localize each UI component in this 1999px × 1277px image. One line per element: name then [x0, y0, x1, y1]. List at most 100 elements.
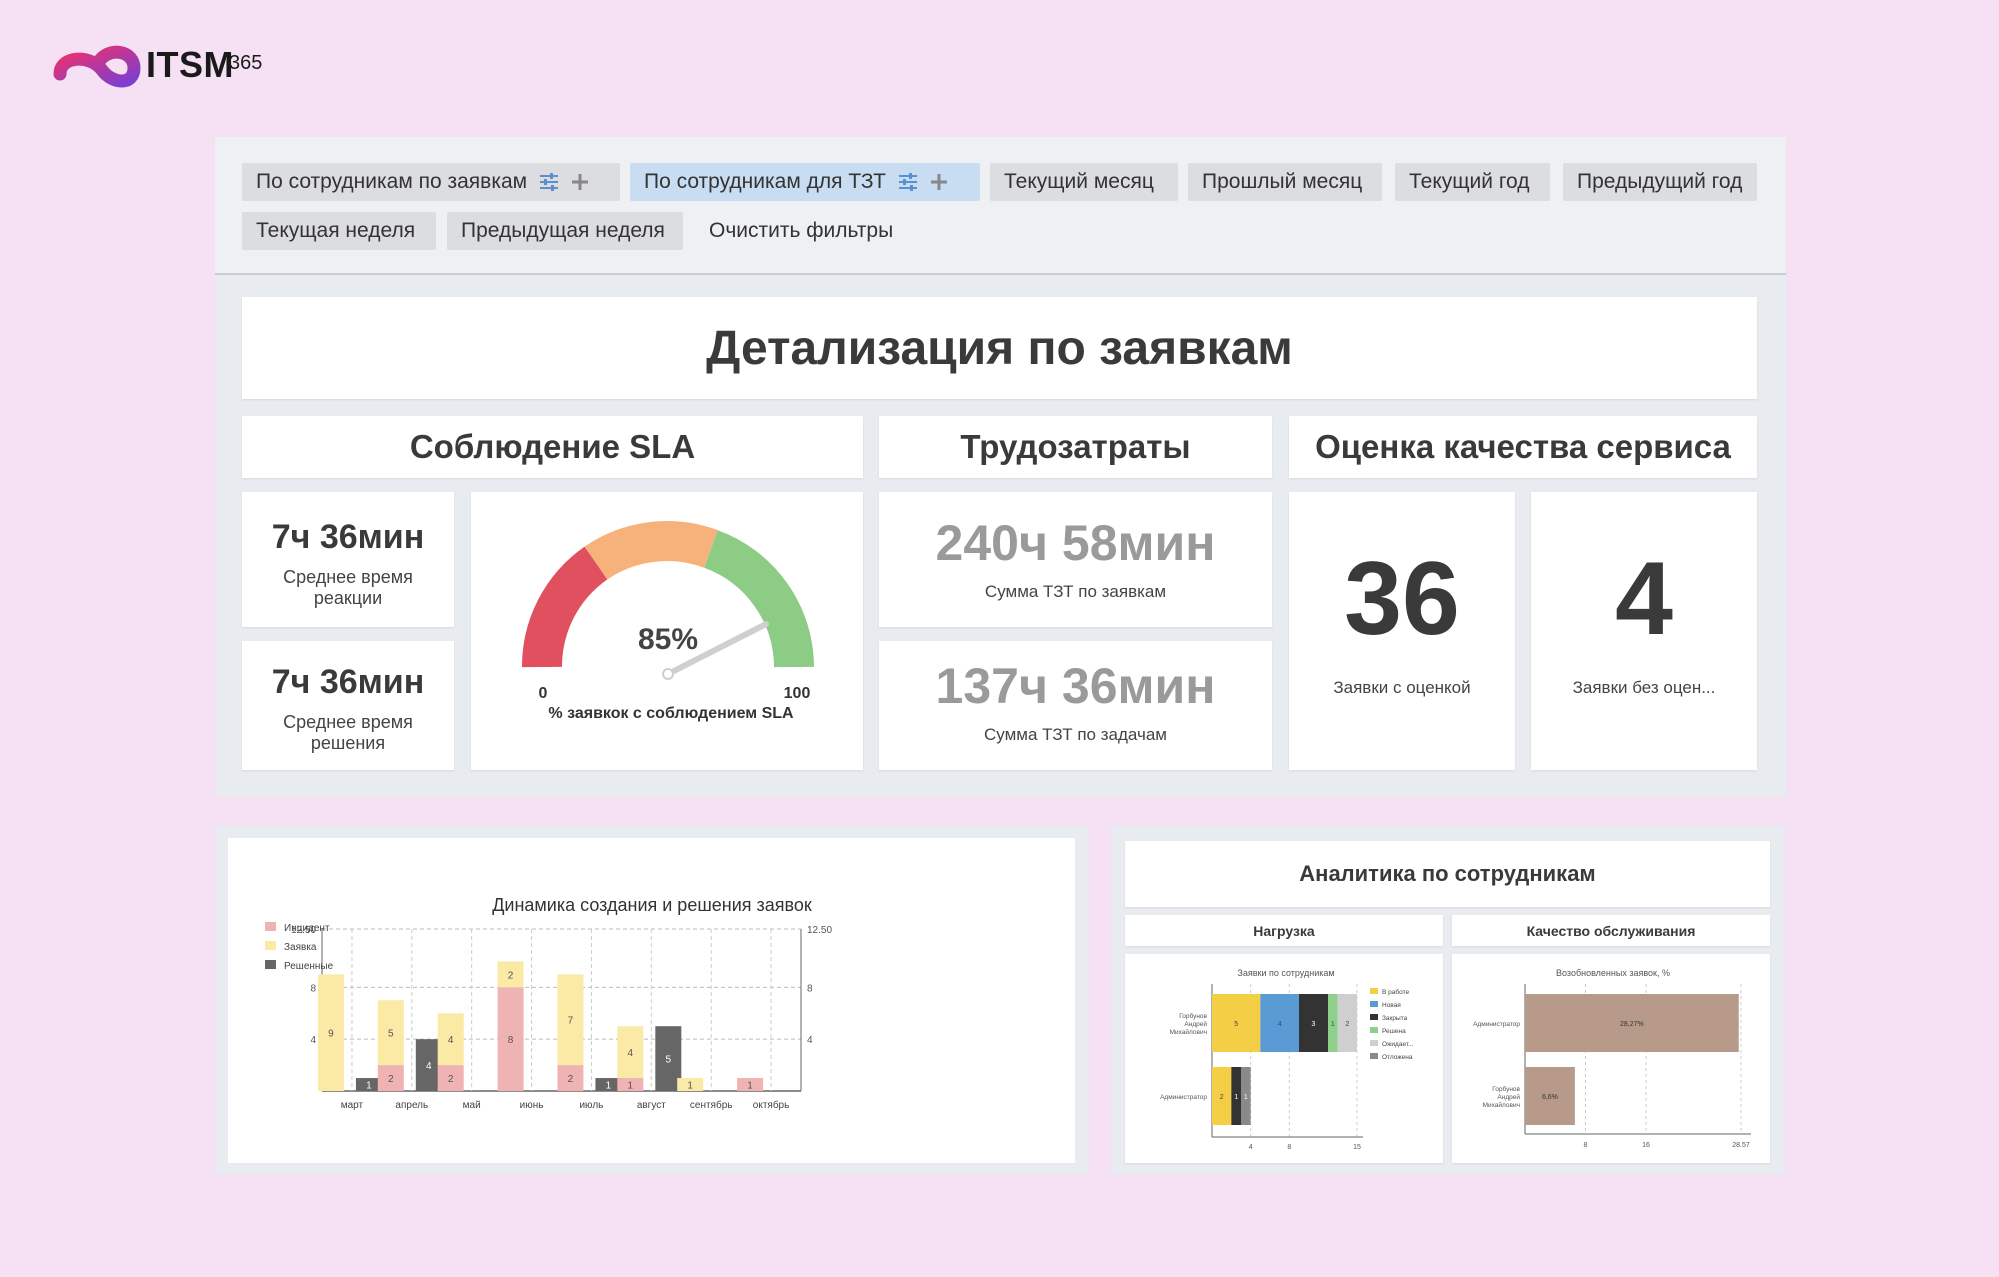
sla-section-title: Соблюдение SLA: [242, 416, 863, 478]
bar-value-label: 1: [1234, 1094, 1238, 1101]
bar-segment: [1231, 1067, 1241, 1125]
dynamics-chart: Динамика создания и решения заявок 4 4 8 8 1…: [265, 895, 832, 1111]
bar-request: [677, 1078, 704, 1091]
sla-gauge-card: 85% 0 100 % заявкок с соблюдением SLA: [471, 492, 863, 770]
bar-value-label: 1: [628, 1081, 634, 1092]
clear-filters-button[interactable]: Очистить фильтры: [709, 219, 894, 242]
legend-swatch: [1370, 1027, 1378, 1033]
legend-label: В работе: [1382, 988, 1409, 996]
quality-section-title: Оценка качества сервиса: [1289, 416, 1757, 478]
filter-current-year[interactable]: Текущий год: [1395, 163, 1550, 201]
legend-swatch: [265, 922, 276, 931]
employee-load-card: Заявки по сотрудникам 4 8 15 5 4 3 1 2 Горбунов А…: [1125, 954, 1443, 1163]
legend-label: Заявка: [284, 942, 317, 953]
legend-swatch: [1370, 1053, 1378, 1059]
bar-value-label: 2: [1220, 1094, 1224, 1101]
reopened-requests-card: Возобновленных заявок, % 8 16 28.57 28,27% А…: [1452, 954, 1770, 1163]
y-tick-left: 8: [310, 983, 316, 994]
bar-segment: [1212, 1067, 1232, 1125]
bar-value-label: 4: [628, 1048, 634, 1059]
effort-requests-value: 240ч 58мин: [935, 515, 1216, 571]
legend-swatch: [1370, 988, 1378, 994]
chart-title: Динамика создания и решения заявок: [492, 895, 812, 915]
settings-sliders-icon[interactable]: [898, 173, 918, 191]
y-tick-label: Горбунов: [1492, 1085, 1520, 1093]
y-tick-label: Горбунов: [1179, 1012, 1207, 1020]
bar-value-label: 1: [606, 1081, 612, 1092]
reopened-requests-chart: Возобновленных заявок, % 8 16 28.57 28,27% А…: [1473, 968, 1751, 1149]
bar-resolved: [355, 1078, 382, 1091]
tab-load[interactable]: Нагрузка: [1125, 915, 1443, 946]
x-tick-label: 28.57: [1732, 1142, 1750, 1149]
bar-value-label: 5: [388, 1029, 394, 1040]
bar: [1525, 994, 1739, 1052]
filter-last-month[interactable]: Прошлый месяц: [1188, 163, 1382, 201]
rated-requests-card: 36 Заявки с оценкой: [1289, 492, 1515, 770]
resolution-time-value: 7ч 36мин: [271, 663, 425, 701]
filter-label: По сотрудникам по заявкам: [256, 170, 528, 193]
page-title: Детализация по заявкам: [242, 297, 1757, 399]
legend-label: Инцидент: [284, 923, 330, 934]
bar-incident: [497, 987, 524, 1091]
bar-request: [377, 1000, 404, 1066]
legend-swatch: [265, 941, 276, 950]
reaction-time-label: Среднее время реакции: [283, 567, 413, 608]
bar-request: [557, 974, 584, 1066]
legend-label: Ожидает...: [1382, 1041, 1414, 1048]
filter-current-month[interactable]: Текущий месяц: [990, 163, 1178, 201]
legend-swatch: [265, 960, 276, 969]
filter-by-employees-effort[interactable]: По сотрудникам для ТЗТ: [630, 163, 980, 201]
y-tick-left: 12.50: [291, 925, 316, 936]
gauge-max: 100: [784, 685, 811, 702]
analytics-title: Аналитика по сотрудникам: [1125, 841, 1770, 907]
gauge-segment-green: [703, 530, 814, 668]
unrated-requests-value: 4: [1615, 541, 1673, 657]
bar-value-label: 1: [747, 1081, 753, 1092]
filter-previous-year[interactable]: Предыдущий год: [1563, 163, 1757, 201]
bar-segment: [1260, 994, 1299, 1052]
gauge-needle: [665, 621, 769, 677]
bar-segment: [1328, 994, 1338, 1052]
bar-value-label: 28,27%: [1620, 1021, 1644, 1028]
rated-requests-label: Заявки с оценкой: [1333, 678, 1471, 697]
settings-sliders-icon[interactable]: [539, 173, 559, 191]
bar-value-label: 2: [448, 1074, 454, 1085]
filter-previous-week[interactable]: Предыдущая неделя: [447, 212, 683, 250]
gauge-segment-orange: [584, 521, 718, 580]
bar-value-label: 1: [366, 1081, 372, 1092]
bar-resolved: [415, 1039, 442, 1091]
y-tick-label: Андрей: [1184, 1020, 1207, 1028]
bar-value-label: 5: [666, 1055, 672, 1066]
plus-icon[interactable]: [930, 173, 948, 191]
legend-label: Отложена: [1382, 1054, 1413, 1061]
bar-request: [617, 1026, 644, 1079]
bar-value-label: 2: [568, 1074, 574, 1085]
y-tick-label: Администратор: [1473, 1021, 1520, 1028]
employee-load-chart: Заявки по сотрудникам 4 8 155 4 3 1 2ГорбуновА…: [1160, 968, 1414, 1151]
x-tick-label: 15: [1353, 1144, 1361, 1151]
reaction-time-value: 7ч 36мин: [271, 518, 425, 556]
filter-current-week[interactable]: Текущая неделя: [242, 212, 436, 250]
effort-tasks-card: 137ч 36мин Сумма ТЗТ по задачам: [879, 641, 1272, 770]
x-tick-label: июль: [579, 1100, 603, 1111]
x-tick-label: май: [463, 1100, 481, 1111]
bar-resolved: [595, 1078, 622, 1091]
legend-label: Новая: [1382, 1002, 1401, 1009]
y-tick-right: 8: [807, 983, 813, 994]
bar-value-label: 2: [1345, 1021, 1349, 1028]
bar-request: [497, 961, 524, 988]
plus-icon[interactable]: [571, 173, 589, 191]
chart-title: Возобновленных заявок, %: [1556, 968, 1670, 978]
y-tick-left: 4: [310, 1035, 316, 1046]
bar-incident: [617, 1078, 644, 1091]
filter-label: По сотрудникам для ТЗТ: [644, 170, 886, 193]
y-tick-label: Андрей: [1497, 1093, 1520, 1101]
y-tick-right: 4: [807, 1035, 813, 1046]
bar-value-label: 6,6%: [1542, 1094, 1558, 1101]
resolution-time-card: 7ч 36мин Среднее время решения: [242, 641, 454, 770]
tab-service-quality[interactable]: Качество обслуживания: [1452, 915, 1770, 946]
bar-value-label: 1: [1331, 1021, 1335, 1028]
bar-value-label: 5: [1234, 1021, 1238, 1028]
filter-by-employees-requests[interactable]: По сотрудникам по заявкам: [242, 163, 620, 201]
bar-value-label: 4: [448, 1035, 454, 1046]
